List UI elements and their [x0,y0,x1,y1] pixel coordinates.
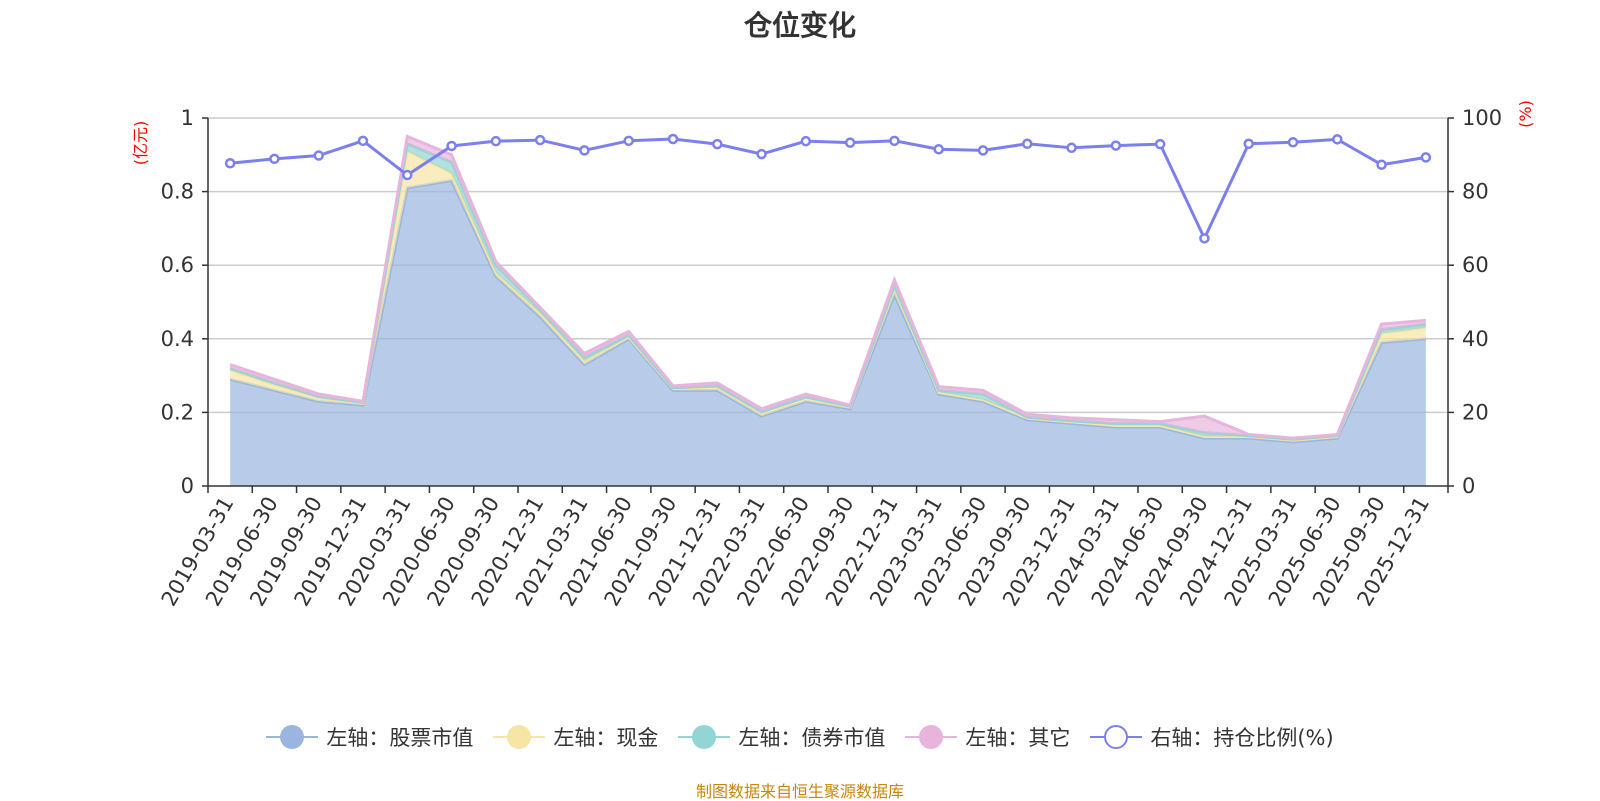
legend-marker-icon [678,722,731,752]
right-axis-unit: (%) [1516,100,1535,128]
ratio-point [313,150,324,161]
left-axis-tick-label: 0.4 [161,327,194,351]
legend-item[interactable]: 左轴：现金 [493,722,658,752]
ratio-point [1154,138,1166,150]
legend-label: 左轴：股票市值 [326,726,474,750]
legend-item[interactable]: 右轴：持仓比例(%) [1090,722,1334,752]
ratio-point [1022,138,1033,150]
right-axis-tick-label: 0 [1462,474,1475,498]
right-axis-tick-label: 100 [1462,106,1502,130]
legend-dot [507,725,532,749]
left-axis-tick-label: 0.8 [161,180,194,204]
ratio-point [446,140,457,152]
right-axis-tick-label: 20 [1462,400,1489,424]
legend-marker-icon [266,722,319,752]
ratio-point [1066,142,1077,154]
legend-marker-icon [905,722,958,752]
left-axis-tick-label: 0.6 [161,253,194,277]
legend-dot [919,725,944,749]
right-axis-tick-label: 80 [1462,180,1489,204]
ratio-point [490,135,502,147]
ratio-point [1287,137,1299,148]
legend-dot [1104,725,1129,749]
ratio-point [357,135,369,147]
ratio-point [756,148,767,160]
ratio-point [224,158,236,169]
ratio-point [1420,152,1432,163]
legend-label: 左轴：债券市值 [738,726,886,750]
left-axis-tick-label: 0.2 [161,400,194,424]
legend-label: 右轴：持仓比例(%) [1150,726,1334,750]
ratio-point [844,137,856,148]
legend-marker-icon [1090,722,1143,752]
ratio-point [1376,159,1387,170]
area-series [230,180,1426,486]
ratio-point [579,145,590,156]
chart-title: 仓位变化 [743,9,856,42]
right-axis-tick-label: 60 [1462,253,1489,277]
source-note: 制图数据来自恒生聚源数据库 [695,782,904,801]
ratio-point [667,133,679,145]
ratio-point [269,153,280,165]
ratio-point [800,135,812,147]
stacked-areas [229,134,1427,486]
legend: 左轴：股票市值 左轴：现金 左轴：债券市值 左轴：其它 右轴：持仓比例(%) [0,722,1600,752]
left-axis-tick-label: 0 [181,474,194,498]
legend-label: 左轴：其它 [965,726,1071,750]
legend-dot [280,725,305,749]
legend-label: 左轴：现金 [553,726,659,750]
ratio-point [712,138,723,150]
ratio-point [623,135,634,147]
right-axis-tick-label: 40 [1462,327,1489,351]
ratio-point [1199,233,1210,244]
left-axis-tick-label: 1 [181,106,194,130]
left-axis-unit: (亿元) [131,121,150,166]
legend-item[interactable]: 左轴：股票市值 [266,722,473,752]
ratio-point [1110,140,1122,151]
ratio-point [933,144,944,155]
legend-item[interactable]: 左轴：债券市值 [678,722,885,752]
ratio-point [977,145,989,156]
legend-item[interactable]: 左轴：其它 [905,722,1070,752]
axes: 00.20.40.60.810204060801002019-03-312019… [157,106,1502,610]
ratio-series-line [229,137,1427,242]
ratio-point [402,169,413,181]
ratio-point [534,134,546,146]
ratio-point [889,135,900,147]
ratio-point [1332,134,1343,145]
legend-marker-icon [493,722,546,752]
legend-dot [692,725,717,749]
ratio-line [224,133,1432,244]
ratio-point [1243,138,1254,150]
area-series-line [229,134,1426,440]
